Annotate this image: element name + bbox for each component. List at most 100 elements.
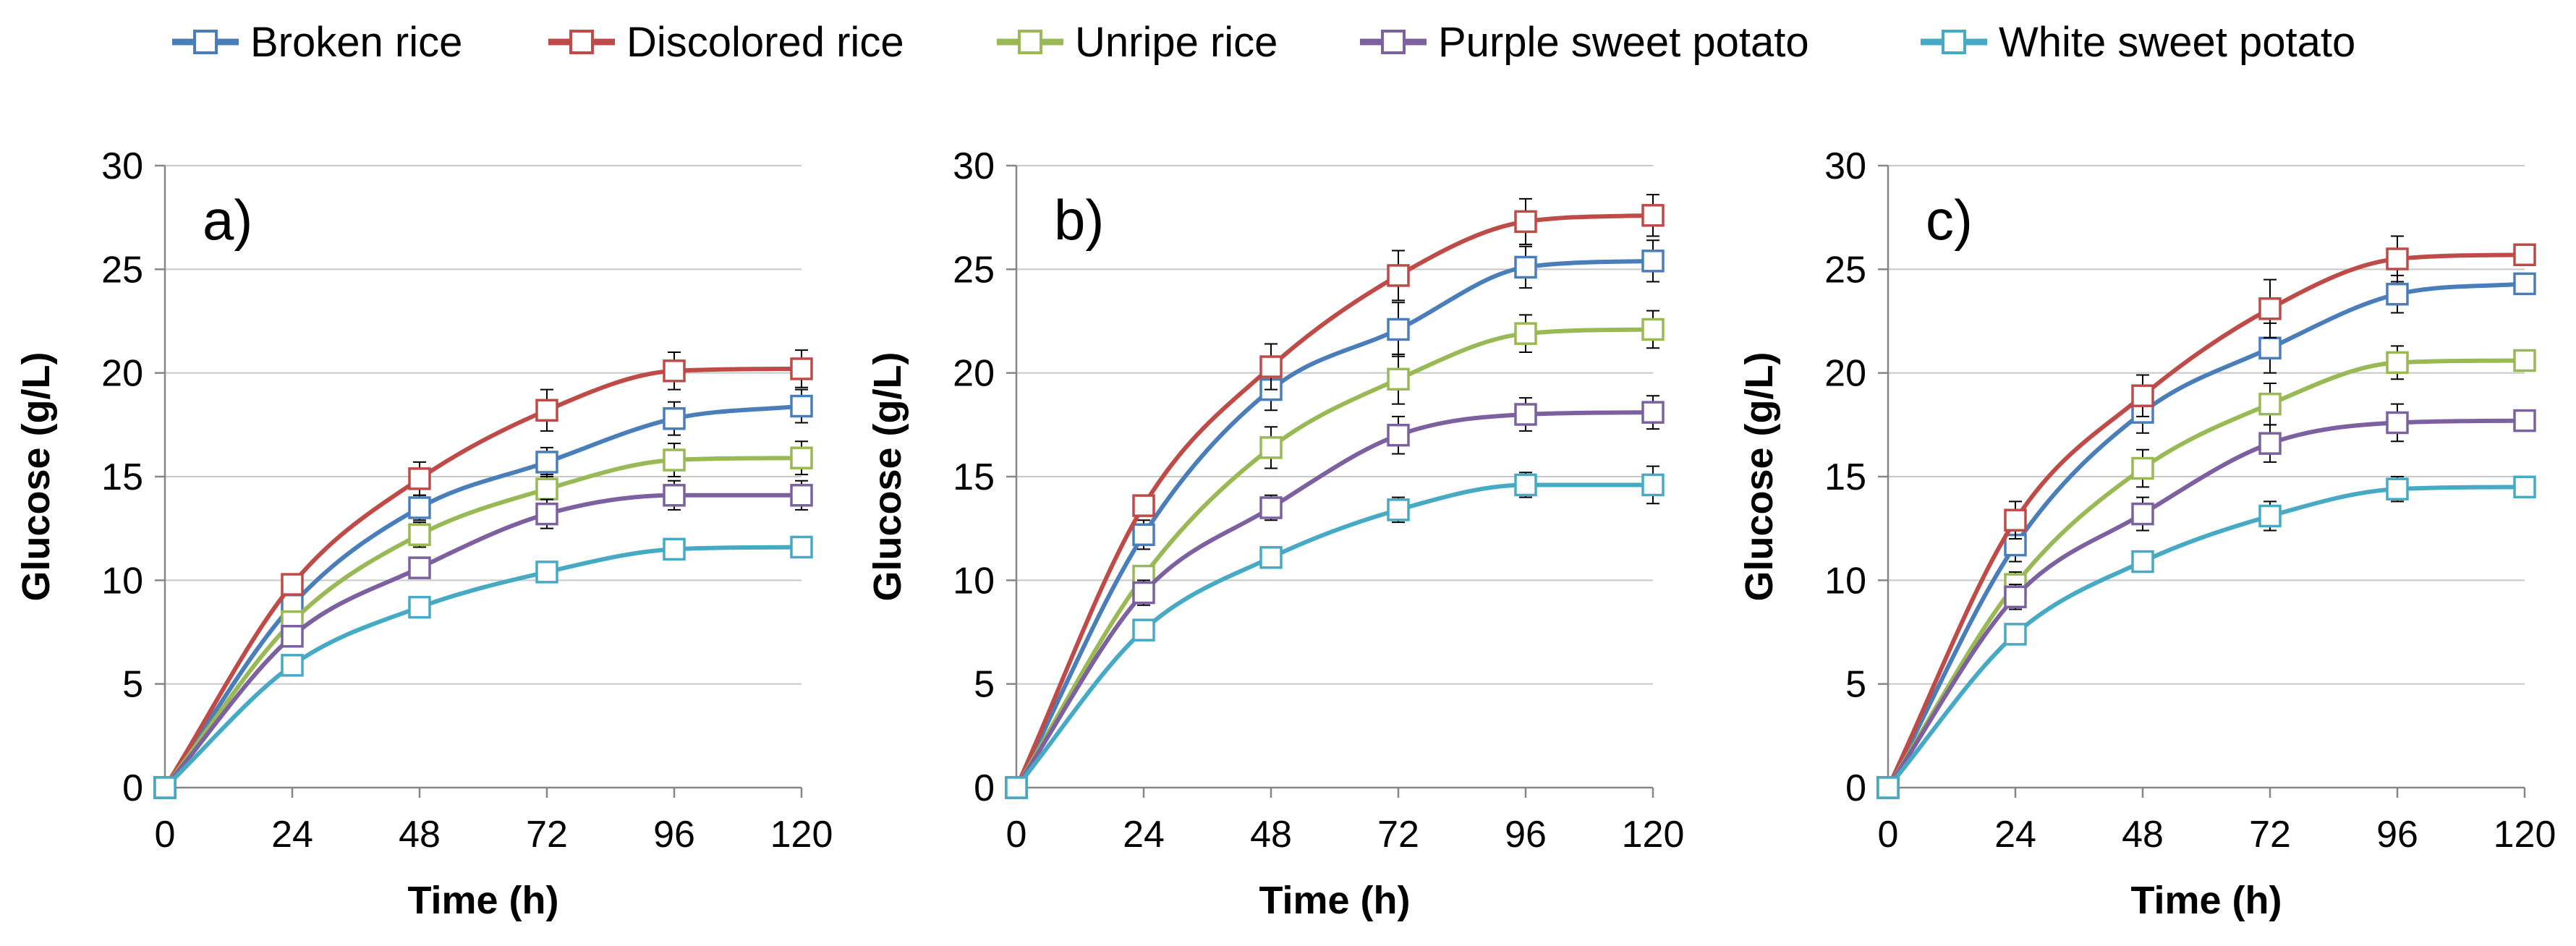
data-point-discolored-rice	[1641, 204, 1665, 227]
x-tick-label: 72	[526, 814, 568, 856]
data-point-discolored-rice	[2386, 247, 2409, 270]
data-point-broken-rice	[2513, 272, 2536, 296]
x-tick-label: 120	[770, 814, 833, 856]
data-point-discolored-rice	[790, 357, 813, 380]
data-point-broken-rice	[663, 406, 686, 430]
y-tick-label: 15	[101, 456, 143, 498]
data-point-white-sweet-potato	[2513, 475, 2536, 499]
y-tick-label: 0	[122, 767, 143, 809]
y-tick-label: 5	[1845, 664, 1866, 706]
panel-c: 0 5 10 15 20 25 30 0 24 48 72 96 120 Time (h) Glucose …	[1738, 145, 2556, 922]
x-tick-label: 0	[155, 814, 176, 856]
data-point-broken-rice	[2258, 336, 2282, 360]
data-point-purple-sweet-potato	[1259, 496, 1283, 519]
panel-a: 0 5 10 15 20 25 30 0 24 48 72 96 120 Time (h) Glucose …	[14, 145, 833, 922]
x-axis-title: Time (h)	[2130, 879, 2282, 922]
y-axis-title: Glucose (g/L)	[1738, 351, 1781, 601]
data-point-unripe-rice	[2131, 456, 2154, 480]
data-point-white-sweet-potato	[1005, 776, 1028, 799]
data-point-white-sweet-potato	[281, 654, 304, 677]
legend-item-purple-sweet-potato: Purple sweet potato	[1360, 19, 1809, 66]
series-line-discolored-rice	[1014, 213, 1655, 790]
data-point-purple-sweet-potato	[2131, 502, 2154, 526]
panel-b: 0 5 10 15 20 25 30 0 24 48 72 96 120 Time (h) Glucose …	[866, 145, 1684, 922]
x-tick-label: 96	[653, 814, 695, 856]
panel-label: c)	[1926, 188, 1973, 252]
legend-label-unripe-rice: Unripe rice	[1075, 19, 1278, 66]
data-point-white-sweet-potato	[2386, 477, 2409, 500]
x-tick-label: 0	[1878, 814, 1899, 856]
y-tick-label: 5	[122, 664, 143, 706]
series-purple-sweet-potato	[1876, 403, 2536, 799]
y-tick-label: 20	[1824, 353, 1866, 395]
legend-marker-white-sweet-potato	[1942, 30, 1966, 54]
legend-item-broken-rice: Broken rice	[172, 19, 462, 66]
y-tick-label: 25	[953, 249, 995, 291]
series-line-white-sweet-potato	[163, 545, 804, 790]
x-tick-label: 24	[1123, 814, 1165, 856]
data-point-discolored-rice	[663, 359, 686, 383]
y-tick-label: 30	[1824, 145, 1866, 187]
series-line-broken-rice	[1014, 258, 1655, 790]
data-point-unripe-rice	[2258, 392, 2282, 416]
x-axis-title: Time (h)	[1259, 879, 1410, 922]
gridlines	[165, 165, 802, 685]
legend-item-discolored-rice: Discolored rice	[548, 19, 904, 66]
data-point-discolored-rice	[2258, 297, 2282, 320]
data-point-white-sweet-potato	[1259, 546, 1283, 569]
y-tick-label: 10	[1824, 560, 1866, 602]
legend-label-discolored-rice: Discolored rice	[626, 19, 904, 66]
series-line-purple-sweet-potato	[1014, 410, 1655, 790]
gridlines	[1016, 165, 1653, 685]
data-point-discolored-rice	[2131, 384, 2154, 407]
series-white-sweet-potato	[153, 535, 813, 799]
series-line-unripe-rice	[163, 456, 804, 790]
series-line-discolored-rice	[1886, 252, 2527, 790]
gridlines	[1888, 165, 2525, 685]
data-point-white-sweet-potato	[153, 776, 177, 799]
y-tick-label: 30	[101, 145, 143, 187]
series-line-purple-sweet-potato	[1886, 418, 2527, 790]
data-point-unripe-rice	[2386, 351, 2409, 375]
x-tick-label: 96	[1505, 814, 1547, 856]
data-point-discolored-rice	[1259, 355, 1283, 378]
x-axis-title: Time (h)	[407, 879, 558, 922]
legend-item-white-sweet-potato: White sweet potato	[1921, 19, 2355, 66]
legend: Broken rice Discolored rice Unripe rice Pur…	[172, 19, 2355, 66]
data-point-broken-rice	[790, 394, 813, 418]
x-tick-label: 120	[2494, 814, 2556, 856]
y-tick-label: 15	[1824, 456, 1866, 498]
y-tick-label: 25	[1824, 249, 1866, 291]
y-tick-label: 5	[974, 664, 995, 706]
data-point-unripe-rice	[535, 477, 558, 500]
series-unripe-rice	[1005, 310, 1665, 799]
data-point-white-sweet-potato	[790, 535, 813, 559]
legend-marker-discolored-rice	[569, 30, 594, 54]
data-point-white-sweet-potato	[2004, 623, 2027, 646]
data-point-purple-sweet-potato	[281, 624, 304, 648]
data-point-white-sweet-potato	[663, 537, 686, 561]
data-point-white-sweet-potato	[1876, 776, 1900, 799]
legend-label-white-sweet-potato: White sweet potato	[1999, 19, 2355, 66]
series-discolored-rice	[1005, 194, 1665, 799]
series-line-discolored-rice	[163, 366, 804, 790]
data-point-purple-sweet-potato	[1387, 423, 1410, 447]
data-point-unripe-rice	[1514, 322, 1537, 345]
series-purple-sweet-potato	[1005, 395, 1665, 799]
series-broken-rice	[1005, 239, 1665, 799]
data-point-purple-sweet-potato	[1641, 401, 1665, 424]
data-point-unripe-rice	[1387, 367, 1410, 391]
data-point-white-sweet-potato	[1641, 473, 1665, 497]
data-point-unripe-rice	[1259, 436, 1283, 459]
data-point-discolored-rice	[2004, 508, 2027, 532]
series-broken-rice	[153, 388, 813, 799]
series-discolored-rice	[1876, 235, 2536, 799]
data-point-white-sweet-potato	[535, 561, 558, 584]
series-white-sweet-potato	[1005, 465, 1665, 799]
data-point-purple-sweet-potato	[790, 484, 813, 507]
y-tick-label: 20	[953, 353, 995, 395]
data-point-unripe-rice	[663, 448, 686, 472]
x-tick-label: 0	[1006, 814, 1027, 856]
panel-label: a)	[203, 188, 252, 252]
